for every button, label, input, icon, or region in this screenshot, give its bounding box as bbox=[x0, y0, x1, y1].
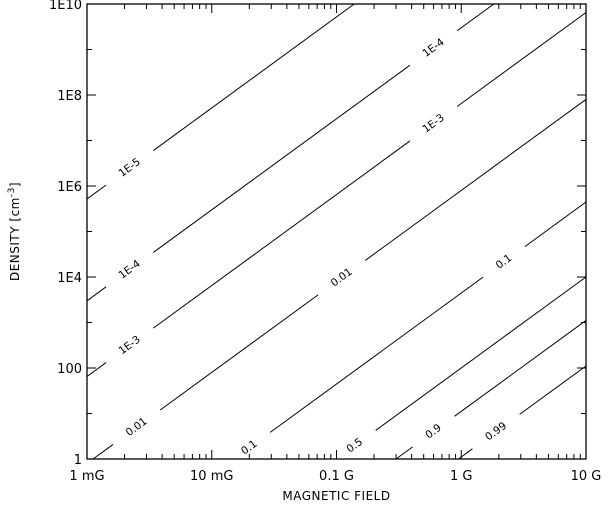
axis-tick-labels: 1 mG 10 mG 0.1 G 1 G 10 G 1 100 1E4 1E6 1E8 1E10 bbox=[49, 0, 601, 484]
y-tick-label-4: 1E8 bbox=[57, 89, 82, 104]
axis-ticks bbox=[86, 3, 587, 460]
contour-label-3-0: 0.01 bbox=[124, 415, 150, 438]
contour-label-6-0: 0.9 bbox=[423, 422, 444, 442]
contour-line-7-segment-1 bbox=[519, 365, 587, 415]
contour-labels: 1E-5 1E-4 1E-4 1E-3 1E-3 0.01 0.01 0.1 0.1 0.5 0.9… bbox=[117, 36, 515, 457]
y-tick-label-1: 100 bbox=[57, 362, 82, 377]
y-tick-label-2: 1E4 bbox=[57, 271, 82, 286]
contour-label-1-1: 1E-4 bbox=[420, 36, 447, 60]
contour-line-1-segment-0 bbox=[86, 286, 107, 302]
contour-label-3-1: 0.01 bbox=[329, 266, 355, 289]
contour-line-2-segment-0 bbox=[86, 362, 107, 377]
x-tick-label-3: 1 G bbox=[450, 469, 472, 484]
contour-label-4-1: 0.1 bbox=[494, 252, 515, 272]
contour-line-5-segment-0 bbox=[375, 276, 587, 431]
x-tick-label-2: 0.1 G bbox=[319, 469, 354, 484]
y-axis-title-bracket-close: ] bbox=[8, 182, 22, 187]
contour-label-5-0: 0.5 bbox=[344, 436, 365, 456]
contour-line-2-segment-1 bbox=[153, 140, 411, 329]
x-tick-label-0: 1 mG bbox=[69, 469, 104, 484]
contour-line-4-segment-1 bbox=[524, 201, 587, 248]
contour-label-7-0: 0.99 bbox=[483, 420, 509, 443]
y-axis-title-main: DENSITY bbox=[8, 226, 22, 281]
contour-line-3-segment-1 bbox=[159, 294, 319, 411]
contour-line-1-segment-1 bbox=[153, 64, 411, 253]
contour-label-4-0: 0.1 bbox=[239, 438, 260, 458]
y-tick-label-3: 1E6 bbox=[57, 180, 82, 195]
y-axis-title: DENSITY [cm-3] bbox=[7, 182, 22, 281]
y-tick-label-0: 1 bbox=[74, 453, 82, 468]
contour-label-2-0: 1E-3 bbox=[117, 333, 143, 357]
contour-label-0-0: 1E-5 bbox=[117, 156, 143, 180]
contour-line-0-segment-1 bbox=[153, 3, 355, 151]
contour-lines bbox=[86, 3, 587, 460]
contour-line-6-segment-1 bbox=[454, 320, 587, 417]
contour-line-7-segment-0 bbox=[458, 448, 473, 460]
y-axis-title-unit: cm bbox=[8, 197, 22, 216]
y-tick-label-5: 1E10 bbox=[49, 0, 82, 13]
contour-line-4-segment-0 bbox=[269, 276, 484, 433]
x-tick-label-4: 10 G bbox=[571, 469, 602, 484]
contour-line-0-segment-0 bbox=[86, 184, 107, 200]
x-tick-label-1: 10 mG bbox=[190, 469, 233, 484]
y-axis-title-bracket-open: [ bbox=[8, 216, 22, 226]
x-axis-title: MAGNETIC FIELD bbox=[282, 489, 390, 503]
plot-frame bbox=[86, 3, 587, 460]
contour-line-6-segment-0 bbox=[395, 446, 413, 460]
contour-line-1-segment-2 bbox=[456, 3, 495, 32]
contour-line-3-segment-2 bbox=[364, 99, 587, 261]
y-axis-title-exponent: -3 bbox=[7, 187, 17, 197]
contour-label-1-0: 1E-4 bbox=[117, 258, 144, 282]
contour-line-3-segment-0 bbox=[92, 444, 114, 460]
contour-label-2-1: 1E-3 bbox=[420, 112, 446, 136]
contour-line-2-segment-2 bbox=[456, 12, 587, 107]
